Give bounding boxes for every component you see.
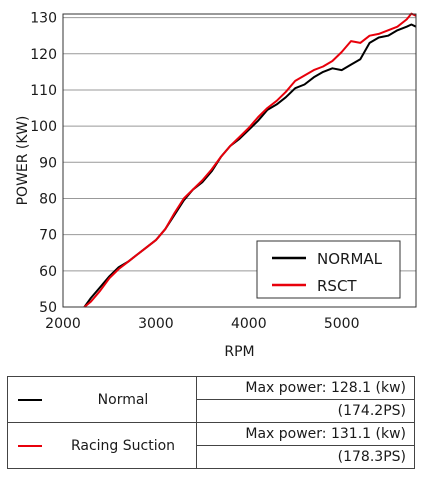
y-tick-label: 130 bbox=[30, 11, 57, 27]
table-row: (178.3PS) bbox=[8, 445, 415, 469]
y-tick-label: 70 bbox=[39, 228, 57, 244]
max-power-normal: Max power: 128.1 (kw) bbox=[196, 376, 415, 400]
swatch-cell bbox=[7, 422, 50, 469]
table-row: (174.2PS) bbox=[8, 399, 415, 423]
plot-frame bbox=[62, 13, 417, 308]
y-tick-label: 80 bbox=[39, 191, 57, 207]
normal-swatch bbox=[18, 398, 42, 401]
y-tick-label: 100 bbox=[30, 119, 57, 135]
y-tick-label: 110 bbox=[30, 83, 57, 99]
y-tick-label: 120 bbox=[30, 47, 57, 63]
row-name-racing-suction: Racing Suction bbox=[50, 422, 197, 469]
power-chart: 2000 3000 4000 5000 5060708090100110120130 … bbox=[15, 11, 417, 360]
table-row: Racing Suction Max power: 131.1 (kw) bbox=[7, 422, 415, 469]
y-tick-label: 90 bbox=[39, 155, 57, 171]
legend: NORMAL RSCT bbox=[256, 240, 401, 299]
series-line-rsct bbox=[83, 12, 417, 308]
y-tick-labels: 50 60 70 80 90 100 110 120 130 bbox=[30, 11, 57, 316]
gridlines bbox=[63, 17, 416, 308]
x-tick-labels: 2000 3000 4000 5000 bbox=[45, 316, 359, 332]
legend-label-rsct: RSCT bbox=[317, 277, 357, 295]
max-power-racing-suction: Max power: 131.1 (kw) bbox=[196, 422, 415, 446]
x-tick-label: 4000 bbox=[231, 316, 267, 332]
x-tick-label: 2000 bbox=[45, 316, 81, 332]
x-axis-label: RPM bbox=[224, 344, 254, 360]
table-row: Normal Max power: 128.1 (kw) bbox=[7, 376, 415, 423]
x-tick-label: 5000 bbox=[324, 316, 360, 332]
swatch-cell bbox=[7, 376, 50, 423]
racing-suction-swatch bbox=[18, 444, 42, 447]
y-tick-label: 60 bbox=[39, 264, 57, 280]
ps-normal: (174.2PS) bbox=[196, 399, 415, 423]
ps-racing-suction: (178.3PS) bbox=[196, 445, 415, 469]
max-power-table: Normal Max power: 128.1 (kw) (174.2PS) R… bbox=[7, 376, 415, 469]
y-tick-label: 50 bbox=[39, 300, 57, 316]
row-name-normal: Normal bbox=[50, 376, 197, 423]
x-tick-label: 3000 bbox=[138, 316, 174, 332]
y-axis-label: POWER (KW) bbox=[15, 116, 31, 206]
legend-label-normal: NORMAL bbox=[317, 250, 383, 268]
legend-box bbox=[256, 240, 401, 299]
series-lines bbox=[83, 12, 417, 308]
